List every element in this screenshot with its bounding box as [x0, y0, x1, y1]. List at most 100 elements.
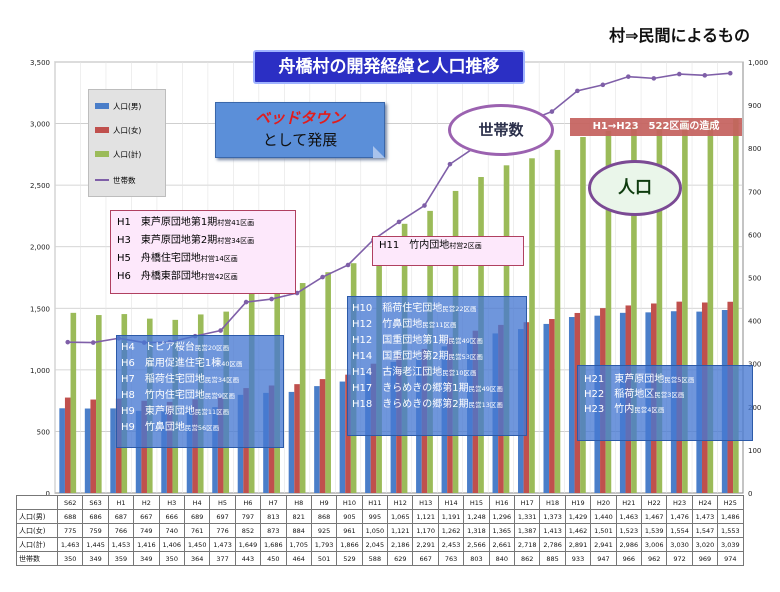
legend: 人口(男) 人口(女) 人口(計) 世帯数 — [88, 89, 166, 197]
private-development-box-3: H21 東芦原団地民営5区画 H22 稲荷地区民営3区画 H23 竹内民営4区画 — [577, 365, 753, 441]
table-cell: 1,554 — [666, 523, 693, 538]
note-fold — [373, 146, 385, 158]
table-column-header: H22 — [640, 495, 668, 510]
table-row-header: 世帯数 — [16, 551, 58, 566]
table-cell: 364 — [183, 551, 211, 566]
table-cell: 1,793 — [310, 537, 338, 552]
legend-label: 世帯数 — [113, 175, 136, 185]
entry-sub: 民営5区画 — [664, 376, 695, 384]
entry-main: H1 東芦原団地第1期 — [117, 217, 218, 228]
table-cell: 1,462 — [564, 523, 592, 538]
bar — [554, 149, 561, 493]
bar — [84, 408, 91, 493]
bar — [70, 312, 77, 493]
bar — [682, 119, 688, 494]
table-column-header: H10 — [336, 495, 363, 510]
table-cell: 775 — [56, 523, 84, 538]
entry-sub: 村営14区画 — [200, 255, 238, 263]
entry-sub: 民営11区画 — [422, 321, 457, 329]
entry-main: H11 竹内団地 — [379, 240, 450, 251]
table-cell: 377 — [209, 551, 236, 566]
table-cell: 2,291 — [412, 537, 439, 552]
private-development-box-1: H4 トピア桜台民営20区画 H6 雇用促進住宅1棟40区画 H7 稲荷住宅団地民営… — [116, 335, 284, 448]
entry-main: H21 東芦原団地 — [584, 374, 665, 385]
table-column-header: H13 — [412, 495, 439, 510]
households-point — [243, 299, 249, 305]
table-cell: 1,440 — [590, 509, 617, 524]
entry-sub: 村営42区画 — [200, 273, 238, 281]
table-cell: 776 — [209, 523, 236, 538]
households-point — [90, 340, 96, 345]
entry-main: H6 雇用促進住宅1棟 — [121, 358, 222, 369]
table-cell: 1,467 — [640, 509, 668, 524]
development-entry: H11 竹内団地村営2区画 — [379, 237, 517, 255]
table-cell: 688 — [56, 509, 84, 524]
bar — [568, 317, 575, 493]
table-row: 世帯数 350 349 359 349 350 364 377 443 450 464 501 529 5… — [16, 551, 744, 566]
table-cell: 813 — [260, 509, 287, 524]
entry-sub: 村営34区画 — [217, 237, 255, 245]
table-cell: 797 — [234, 509, 262, 524]
bar — [64, 397, 71, 493]
table-column-header: H6 — [234, 495, 262, 510]
households-point — [396, 219, 402, 225]
entry-main: H10 稲荷住宅団地 — [352, 303, 443, 314]
development-entry: H14 古海老江団地民営10区画 — [352, 365, 522, 381]
bar — [288, 391, 295, 493]
bar — [733, 118, 739, 493]
table-cell: 1,365 — [488, 523, 516, 538]
table-cell: 350 — [158, 551, 185, 566]
table-cell: 1,686 — [260, 537, 287, 552]
y-left-tick-label: 500 — [37, 428, 50, 436]
table-row: 人口(計) 1,463 1,445 1,453 1,416 1,406 1,450 1,473… — [16, 537, 744, 552]
households-point — [65, 339, 71, 345]
development-entry: H6 雇用促進住宅1棟40区画 — [121, 356, 279, 372]
table-cell: 588 — [361, 551, 389, 566]
table-cell: 1,373 — [539, 509, 566, 524]
y-right-tick-label: 100 — [748, 447, 761, 455]
households-point — [549, 109, 555, 114]
table-row-header: 人口(女) — [16, 523, 58, 538]
development-entry: H5 舟橋住宅団地村営14区画 — [117, 250, 289, 268]
table-cell: 529 — [336, 551, 363, 566]
bar — [161, 410, 167, 493]
table-cell: 1,262 — [437, 523, 465, 538]
y-right-tick-label: 700 — [748, 188, 761, 196]
table-cell: 2,453 — [437, 537, 465, 552]
development-entry: H22 稲荷地区民営3区画 — [584, 387, 746, 402]
table-column-header: H17 — [514, 495, 541, 510]
bedtown-note: ベッドタウン として発展 — [215, 102, 385, 158]
y-right-tick-label: 400 — [748, 318, 761, 326]
entry-sub: 民営3区画 — [654, 391, 685, 399]
table-column-header: H18 — [539, 495, 566, 510]
households-point — [320, 274, 325, 280]
table-column-header: H4 — [183, 495, 211, 510]
entry-main: H12 国重団地第1期 — [352, 335, 449, 346]
development-entry: H1 東芦原団地第1期村営41区画 — [117, 214, 289, 232]
table-row: 人口(男) 688 686 687 667 666 689 697 797 813 821 868 90… — [16, 509, 744, 524]
entry-sub: 民営34区画 — [204, 376, 240, 384]
table-cell: 749 — [133, 523, 160, 538]
entry-sub: 民営22区画 — [442, 305, 477, 313]
y-right-tick-label: 500 — [748, 275, 761, 283]
table-cell: 1,539 — [640, 523, 668, 538]
bar — [90, 399, 97, 493]
entry-main: H8 竹内住宅団地 — [121, 390, 205, 401]
table-cell: 2,566 — [463, 537, 490, 552]
table-cell: 1,416 — [133, 537, 160, 552]
table-cell: 666 — [158, 509, 185, 524]
legend-label: 人口(女) — [113, 125, 142, 135]
takeuchi-callout: H11 竹内団地村営2区画 — [372, 236, 524, 266]
table-cell: 1,547 — [691, 523, 719, 538]
table-cell: 1,476 — [666, 509, 693, 524]
chart-title: 舟橋村の開発経緯と人口推移 — [253, 50, 525, 84]
table-cell: 1,429 — [564, 509, 592, 524]
table-cell: 1,387 — [514, 523, 541, 538]
bar — [314, 386, 320, 493]
entry-sub: 民営49区画 — [468, 385, 503, 393]
table-column-header: S63 — [82, 495, 109, 510]
development-entry: H7 稲荷住宅団地民営34区画 — [121, 372, 279, 388]
entry-main: H17 きらめきの郷第1期 — [352, 383, 469, 394]
table-cell: 1,121 — [387, 523, 414, 538]
table-cell: 821 — [285, 509, 312, 524]
